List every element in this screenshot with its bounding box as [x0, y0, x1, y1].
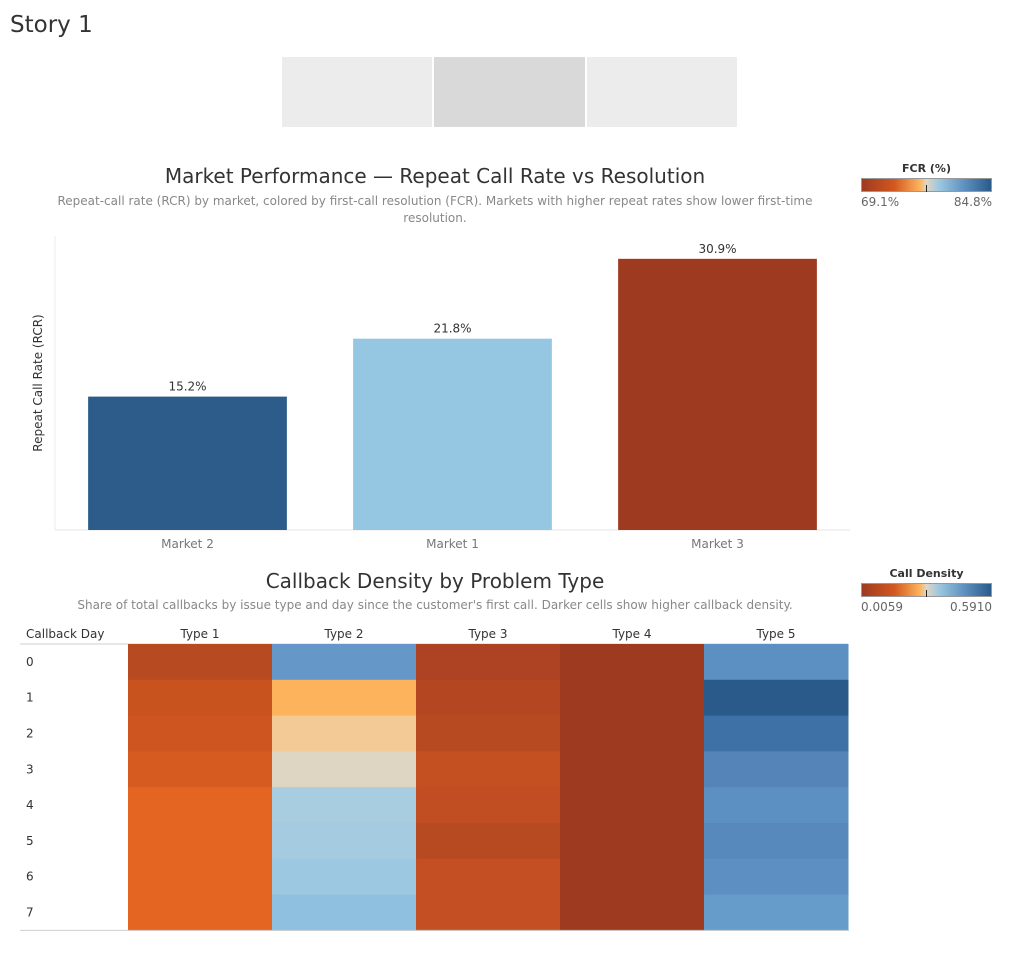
- heatmap-cell[interactable]: [128, 858, 273, 896]
- fcr-legend-title: FCR (%): [902, 162, 951, 175]
- heatmap-cell[interactable]: [560, 715, 705, 752]
- heatmap-cell[interactable]: [128, 787, 273, 824]
- story-point-2[interactable]: [434, 57, 585, 127]
- heatmap-cell[interactable]: [560, 823, 705, 860]
- bar-chart: Repeat Call Rate (RCR) 15.2% Market 2 21.8%…: [31, 236, 850, 551]
- column-header-type-2: Type 2: [323, 627, 363, 641]
- heatmap-cell[interactable]: [560, 858, 705, 896]
- bar-value-label: 21.8%: [433, 322, 471, 336]
- density-legend-min: 0.0059: [861, 600, 903, 614]
- heatmap-cell[interactable]: [560, 894, 705, 931]
- heatmap-cell[interactable]: [704, 715, 849, 752]
- bar-value-label: 15.2%: [168, 380, 206, 394]
- fcr-legend: FCR (%) 69.1% 84.8%: [861, 162, 992, 209]
- row-label: 3: [26, 762, 34, 776]
- row-label: 4: [26, 798, 34, 812]
- x-tick-label: Market 3: [691, 537, 744, 551]
- heatmap-cell[interactable]: [272, 858, 417, 896]
- heatmap-cell[interactable]: [704, 823, 849, 860]
- heatmap-cell[interactable]: [704, 644, 849, 681]
- heatmap-title: Callback Density by Problem Type: [265, 569, 605, 593]
- column-header-type-1: Type 1: [179, 627, 219, 641]
- heatmap-cell[interactable]: [416, 894, 561, 931]
- row-label: 2: [26, 727, 34, 741]
- heatmap-cell[interactable]: [416, 858, 561, 896]
- heatmap-cell[interactable]: [128, 823, 273, 860]
- bar-market-3[interactable]: [618, 258, 817, 530]
- heatmap-cell[interactable]: [128, 894, 273, 931]
- row-label: 0: [26, 655, 34, 669]
- column-header-type-3: Type 3: [467, 627, 507, 641]
- story-tabs: [282, 57, 737, 127]
- heatmap-cell[interactable]: [128, 751, 273, 788]
- heatmap-cell[interactable]: [416, 823, 561, 860]
- heatmap-cell[interactable]: [272, 823, 417, 860]
- heatmap-cell[interactable]: [272, 715, 417, 752]
- x-tick-label: Market 2: [161, 537, 214, 551]
- heatmap-cell[interactable]: [272, 894, 417, 931]
- y-axis-title: Repeat Call Rate (RCR): [31, 314, 45, 451]
- heatmap-cell[interactable]: [704, 751, 849, 788]
- row-header-label: Callback Day: [26, 627, 104, 641]
- fcr-legend-min: 69.1%: [861, 195, 900, 209]
- heatmap-cell[interactable]: [272, 787, 417, 824]
- row-label: 5: [26, 834, 34, 848]
- heatmap-cell[interactable]: [704, 679, 849, 717]
- bar-value-label: 30.9%: [698, 242, 736, 256]
- heatmap-cell[interactable]: [704, 894, 849, 931]
- heatmap-cell[interactable]: [416, 787, 561, 824]
- heatmap-cell[interactable]: [128, 644, 273, 681]
- heatmap-cell[interactable]: [128, 679, 273, 717]
- heatmap-cell[interactable]: [416, 751, 561, 788]
- heatmap: Callback Day Type 1 Type 2 Type 3 Type 4 Type…: [20, 627, 849, 931]
- heatmap-cell[interactable]: [704, 858, 849, 896]
- density-legend-max: 0.5910: [950, 600, 992, 614]
- row-label: 6: [26, 870, 34, 884]
- heatmap-cell[interactable]: [272, 679, 417, 717]
- heatmap-cell[interactable]: [416, 644, 561, 681]
- row-label: 1: [26, 691, 34, 705]
- row-label: 7: [26, 906, 34, 920]
- story-point-1[interactable]: [282, 57, 433, 127]
- heatmap-cell[interactable]: [560, 787, 705, 824]
- x-tick-label: Market 1: [426, 537, 479, 551]
- story-point-3[interactable]: [586, 57, 737, 127]
- heatmap-cell[interactable]: [416, 715, 561, 752]
- heatmap-cell[interactable]: [272, 644, 417, 681]
- density-legend: Call Density 0.0059 0.5910: [861, 567, 992, 614]
- heatmap-cell[interactable]: [416, 679, 561, 717]
- heatmap-cell[interactable]: [128, 715, 273, 752]
- heatmap-cell[interactable]: [272, 751, 417, 788]
- density-legend-title: Call Density: [889, 567, 964, 580]
- heatmap-cell[interactable]: [560, 751, 705, 788]
- story-title: Story 1: [10, 12, 93, 38]
- heatmap-cell[interactable]: [560, 644, 705, 681]
- fcr-legend-max: 84.8%: [953, 195, 992, 209]
- heatmap-cell[interactable]: [704, 787, 849, 824]
- column-header-type-4: Type 4: [611, 627, 651, 641]
- bar-market-2[interactable]: [88, 396, 287, 530]
- density-legend-gradient: [861, 583, 992, 597]
- bar-market-1[interactable]: [353, 338, 552, 530]
- heatmap-cell[interactable]: [560, 679, 705, 717]
- fcr-legend-gradient: [861, 178, 992, 192]
- column-header-type-5: Type 5: [755, 627, 795, 641]
- bar-chart-subtitle: Repeat-call rate (RCR) by market, colore…: [57, 194, 813, 225]
- bar-chart-title: Market Performance — Repeat Call Rate vs…: [164, 164, 706, 188]
- heatmap-subtitle: Share of total callbacks by issue type a…: [77, 598, 793, 612]
